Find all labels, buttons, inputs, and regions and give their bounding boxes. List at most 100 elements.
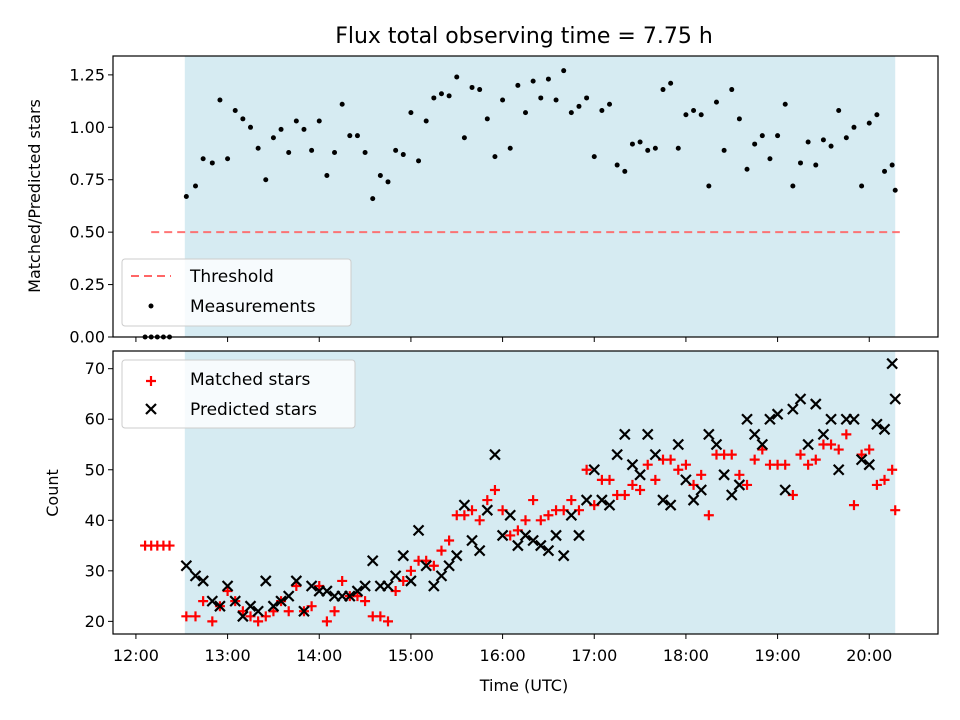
- measurement-point: [454, 74, 460, 80]
- matched-star-point: [696, 469, 707, 480]
- predicted-star-point: [305, 580, 318, 592]
- matched-star-point: [337, 575, 348, 586]
- matched-star-point: [528, 495, 539, 506]
- predicted-star-point: [771, 408, 784, 420]
- matched-star-point: [428, 560, 439, 571]
- measurement-point: [362, 149, 368, 155]
- predicted-star-point: [855, 453, 868, 466]
- measurement-point: [477, 87, 483, 93]
- matched-star-point: [352, 591, 363, 602]
- predicted-star-point: [275, 595, 287, 607]
- measurement-point: [820, 137, 826, 143]
- predicted-star-point: [189, 570, 202, 582]
- measurement-point: [584, 95, 590, 101]
- predicted-star-point: [794, 393, 807, 405]
- bottom-x-tick-label: 16:00: [480, 646, 526, 665]
- matched-star-point: [253, 616, 264, 627]
- predicted-star-point: [527, 534, 539, 547]
- legend-predicted-swatch: [145, 403, 157, 415]
- measurement-point: [423, 118, 429, 124]
- bottom-x-tick-label: 14:00: [296, 646, 342, 665]
- measurement-point: [370, 196, 376, 202]
- legend-measurements-label: Measurements: [190, 297, 316, 317]
- predicted-star-point: [382, 580, 394, 592]
- predicted-star-point: [282, 590, 295, 602]
- predicted-star-point: [420, 559, 432, 572]
- measurement-point: [461, 135, 467, 141]
- predicted-star-point: [359, 580, 371, 592]
- matched-star-point: [879, 474, 890, 485]
- legend-matched-label: Matched stars: [190, 370, 310, 390]
- predicted-star-point: [458, 499, 471, 511]
- measurement-point: [660, 87, 666, 93]
- measurement-point: [332, 149, 338, 155]
- matched-star-point: [780, 459, 791, 470]
- predicted-star-point: [710, 438, 723, 451]
- matched-star-point: [329, 606, 340, 617]
- legend-predicted-label: Predicted stars: [190, 400, 317, 420]
- measurement-point: [675, 145, 681, 151]
- predicted-star-point: [810, 398, 822, 410]
- measurement-point: [183, 194, 189, 199]
- predicted-star-point: [397, 549, 410, 562]
- measurement-point: [744, 166, 750, 172]
- predicted-star-point: [703, 428, 715, 441]
- matched-star-point: [360, 596, 371, 607]
- measurement-point: [385, 179, 391, 185]
- predicted-star-point: [351, 585, 364, 597]
- predicted-star-point: [741, 413, 753, 426]
- predicted-star-point: [787, 403, 799, 415]
- matched-star-point: [757, 444, 768, 455]
- predicted-star-point: [180, 559, 193, 572]
- measurement-point: [193, 183, 198, 189]
- top-y-ticks: 0.00 0.25 0.50 0.75 1.00 1.25: [69, 65, 113, 347]
- predicted-star-point: [779, 484, 791, 496]
- measurement-point: [713, 99, 719, 105]
- measurement-point: [400, 152, 406, 158]
- predicted-star-point: [298, 605, 310, 618]
- measurement-point: [416, 158, 422, 164]
- predicted-star-point: [817, 428, 830, 441]
- matched-star-point: [864, 444, 875, 455]
- predicted-star-point: [619, 428, 631, 441]
- predicted-stars-points: [180, 357, 901, 623]
- predicted-star-point: [649, 448, 662, 461]
- measurement-point: [270, 135, 276, 141]
- measurement-point: [492, 154, 498, 160]
- predicted-star-point: [863, 458, 876, 471]
- predicted-star-point: [214, 600, 226, 612]
- predicted-star-point: [802, 438, 814, 451]
- measurement-point: [798, 160, 803, 166]
- bottom-x-tick-label: 17:00: [571, 646, 617, 665]
- bottom-panel: 20 30 40 50 60 70 12:00 13:00 14:00 15:00 16:00 17…: [43, 350, 939, 695]
- matched-star-point: [482, 495, 493, 506]
- bottom-x-ticks: 12:00 13:00 14:00 15:00 16:00 17:00 18:00 19:00…: [113, 634, 892, 665]
- matched-star-point: [604, 474, 615, 485]
- predicted-star-point: [611, 448, 623, 461]
- predicted-star-point: [321, 585, 333, 597]
- matched-star-point: [190, 611, 201, 622]
- bottom-x-tick-label: 15:00: [388, 646, 434, 665]
- measurement-point: [813, 162, 819, 168]
- predicted-star-point: [718, 469, 730, 481]
- predicted-star-point: [634, 469, 646, 481]
- measurement-point: [225, 156, 231, 162]
- top-y-tick-label: 1.25: [69, 65, 105, 84]
- predicted-star-point: [428, 580, 440, 592]
- measurement-point: [874, 112, 880, 118]
- predicted-star-point: [237, 610, 249, 623]
- predicted-star-point: [550, 529, 562, 542]
- matched-star-point: [383, 616, 393, 627]
- predicted-star-point: [664, 499, 677, 511]
- measurement-point: [729, 87, 735, 93]
- measurement-point: [759, 133, 765, 139]
- bottom-y-tick-label: 30: [85, 561, 105, 580]
- measurement-point: [668, 80, 674, 86]
- measurement-point: [828, 143, 834, 149]
- bottom-y-ticks: 20 30 40 50 60 70: [85, 359, 113, 631]
- measurement-point: [293, 118, 299, 124]
- measurement-point: [545, 76, 551, 82]
- predicted-star-point: [229, 595, 241, 607]
- predicted-star-point: [725, 489, 738, 501]
- measurement-point: [500, 97, 506, 103]
